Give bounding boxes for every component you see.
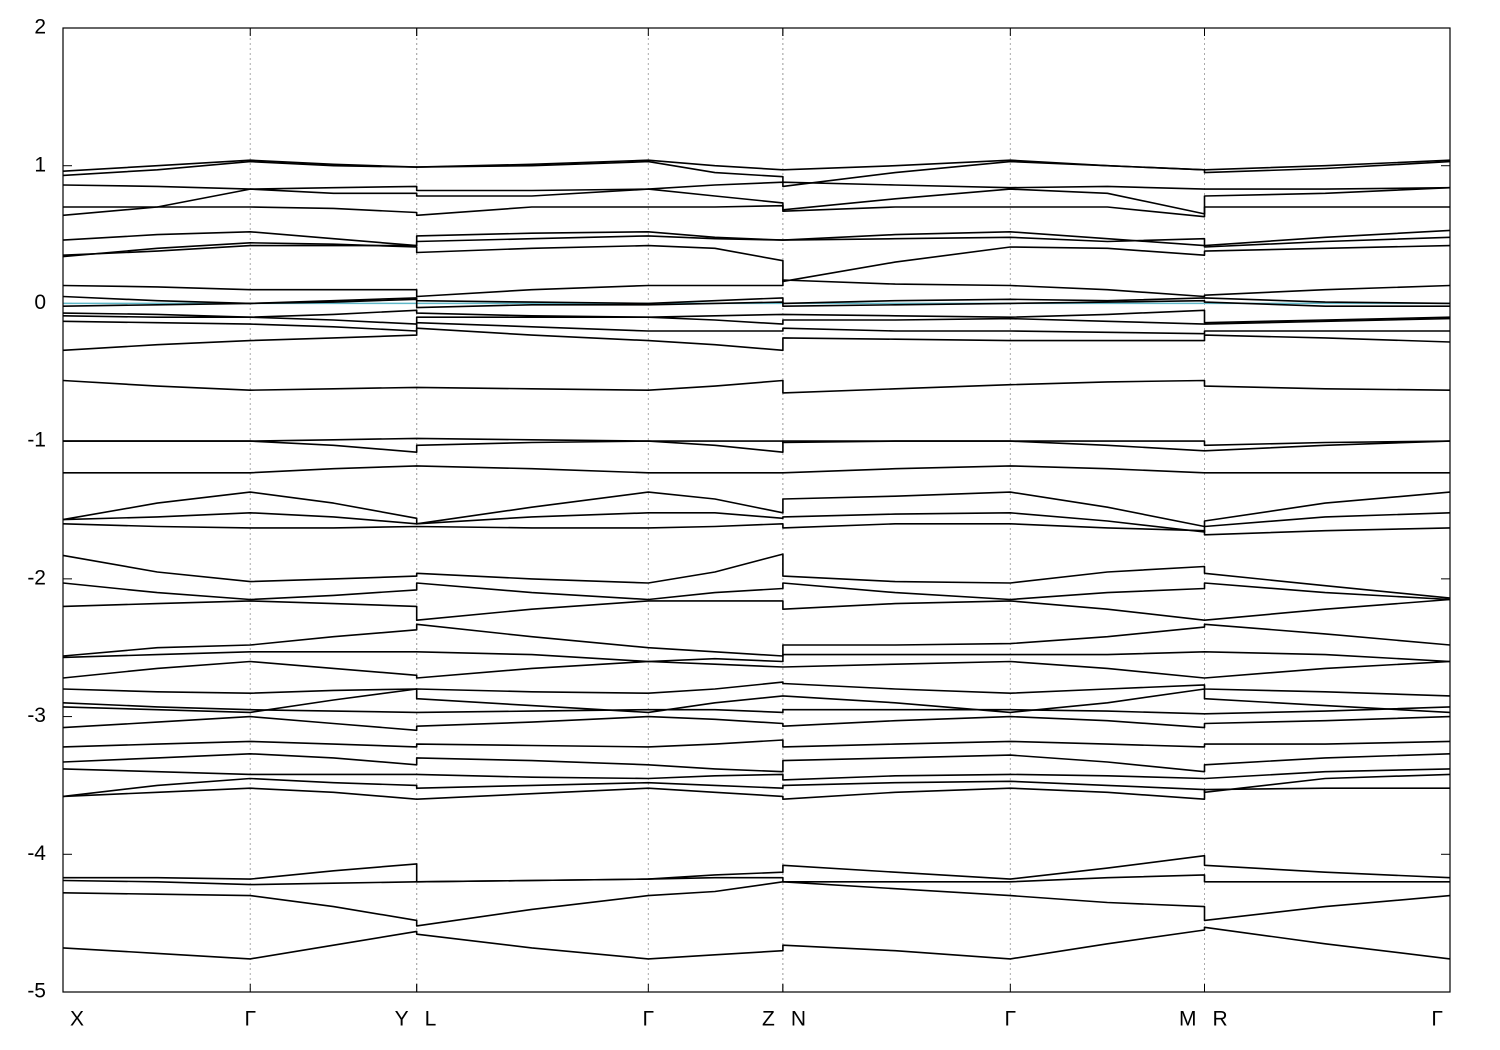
- band-line: [62, 491, 1451, 528]
- band-line: [62, 523, 1451, 536]
- y-tick-label: -3: [27, 704, 46, 727]
- y-tick-label: -4: [27, 842, 46, 865]
- x-tick-label: X: [70, 1008, 84, 1031]
- band-line: [62, 688, 1451, 714]
- band-line: [62, 768, 1451, 781]
- band-line: [62, 715, 1451, 732]
- band-line: [62, 874, 1450, 886]
- band-line: [62, 753, 1451, 773]
- band-line: [62, 229, 1451, 247]
- band-line: [63, 465, 1450, 474]
- band-line: [62, 320, 1450, 335]
- plot-frame: [62, 27, 1451, 993]
- band-line: [62, 235, 1451, 256]
- band-line: [62, 773, 1451, 798]
- x-tick-label: L: [425, 1008, 437, 1031]
- band-line: [62, 553, 1451, 599]
- band-line: [62, 181, 1451, 192]
- band-line: [62, 186, 1451, 217]
- band-line: [62, 160, 1451, 188]
- band-line: [62, 315, 1451, 325]
- band-line: [62, 651, 1451, 663]
- band-line: [62, 623, 1451, 657]
- band-line: [62, 787, 1450, 800]
- x-tick-label: R: [1213, 1008, 1228, 1031]
- band-line: [63, 854, 1451, 883]
- x-tick-label: Γ: [244, 1008, 256, 1031]
- band-line: [62, 309, 1451, 324]
- band-line: [63, 204, 1450, 218]
- band-line: [62, 279, 1451, 298]
- x-tick-label: Z: [762, 1008, 775, 1031]
- y-tick-label: 1: [34, 153, 46, 176]
- x-tick-label: Γ: [643, 1008, 655, 1031]
- y-tick-label: -2: [27, 566, 46, 589]
- band-line: [63, 440, 1451, 453]
- band-line: [62, 598, 1451, 621]
- band-line: [62, 242, 1451, 283]
- x-tick-label: N: [791, 1008, 806, 1031]
- x-tick-label: Y: [395, 1008, 409, 1031]
- band-line: [62, 295, 1451, 305]
- y-tick-label: -1: [27, 429, 46, 452]
- x-tick-label: Γ: [1005, 1008, 1017, 1031]
- band-line: [62, 681, 1451, 697]
- band-line: [62, 881, 1451, 927]
- y-tick-label: 2: [34, 16, 46, 39]
- band-line: [62, 327, 1451, 352]
- band-line: [62, 739, 1451, 748]
- band-line: [63, 437, 1451, 453]
- x-tick-label: M: [1179, 1008, 1197, 1031]
- x-tick-label: Γ: [1431, 1008, 1443, 1031]
- band-line: [62, 702, 1451, 715]
- y-tick-label: 0: [34, 291, 46, 314]
- band-line: [62, 582, 1451, 601]
- band-line: [62, 926, 1451, 960]
- y-tick-label: -5: [27, 980, 46, 1003]
- band-line: [62, 298, 1450, 309]
- band-line: [62, 660, 1451, 679]
- band-line: [62, 379, 1451, 394]
